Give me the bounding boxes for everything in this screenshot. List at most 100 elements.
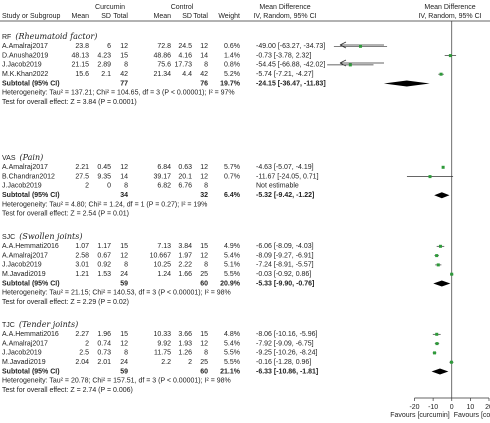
control-cell: 75.6 (157, 62, 171, 69)
control-cell: 12 (200, 43, 208, 50)
curcumin-cell: 15.6 (75, 71, 89, 78)
md-label: -4.63 [-5.07, -4.19] (256, 164, 314, 171)
control-cell: 1.97 (178, 252, 192, 259)
heterogeneity: Heterogeneity: Tau² = 4.80; Chi² = 1.24,… (2, 201, 207, 208)
study-point (435, 254, 439, 258)
overall-effect: Test for overall effect: Z = 2.74 (P = 0… (2, 387, 133, 394)
header-md: Mean Difference (424, 4, 475, 11)
curcumin-cell: 2 (85, 340, 89, 347)
weight: 4.9% (224, 243, 240, 250)
subtotal-diamond (433, 280, 451, 287)
curcumin-cell: 4.23 (97, 52, 111, 59)
control-cell: 25 (200, 271, 208, 278)
arrow-head (339, 59, 347, 67)
control-cell: 10.667 (150, 252, 172, 259)
x-tick-label: 20 (485, 404, 490, 411)
study-point (436, 263, 440, 267)
curcumin-cell: 2.21 (75, 164, 89, 171)
control-cell: 48.86 (153, 52, 171, 59)
control-cell: 10.25 (153, 262, 171, 269)
control-cell: 6.76 (178, 183, 192, 190)
subtotal-total: 59 (120, 368, 128, 375)
control-cell: 12 (200, 164, 208, 171)
x-tick-label: -10 (428, 404, 438, 411)
control-cell: 0.63 (178, 164, 192, 171)
control-cell: 4.16 (178, 52, 192, 59)
control-cell: 3.66 (178, 331, 192, 338)
curcumin-cell: 8 (124, 350, 128, 357)
study-name: J.Jacob2019 (2, 350, 42, 357)
control-cell: 12 (200, 252, 208, 259)
control-cell: 25 (200, 359, 208, 366)
control-cell: 1.93 (178, 340, 192, 347)
curcumin-cell: 0 (107, 183, 111, 190)
study-name: M.Javadi2019 (2, 271, 46, 278)
md-label: -0.73 [-3.78, 2.32] (256, 52, 311, 59)
curcumin-cell: 12 (120, 252, 128, 259)
control-cell: 21.34 (153, 71, 171, 78)
group-label: TJC (2, 322, 15, 329)
curcumin-cell: 8 (124, 262, 128, 269)
control-cell: 4.4 (182, 71, 192, 78)
study-point (348, 63, 352, 67)
control-cell: 15 (200, 243, 208, 250)
overall-effect: Test for overall effect: Z = 2.54 (P = 0… (2, 211, 129, 218)
subtotal-md: -5.32 [-9.42, -1.22] (256, 192, 314, 199)
control-cell: 6.84 (157, 164, 171, 171)
header-weight: Weight (218, 13, 240, 20)
group-note: (Tender joints) (19, 320, 78, 329)
curcumin-cell: 0.67 (97, 252, 111, 259)
control-cell: 14 (200, 52, 208, 59)
favours-right: Favours [control] (454, 412, 490, 419)
study-name: J.Jacob2019 (2, 183, 42, 190)
subtotal-weight: 19.7% (220, 80, 241, 87)
study-name: J.Jacob2019 (2, 262, 42, 269)
control-cell: 20.1 (178, 173, 192, 180)
control-cell: 1.24 (157, 271, 171, 278)
overall-effect: Test for overall effect: Z = 3.84 (P = 0… (2, 99, 137, 106)
subtotal-diamond (383, 80, 430, 87)
subtotal-weight: 20.9% (220, 280, 241, 287)
curcumin-cell: 1.96 (97, 331, 111, 338)
header-study: Study or Subgroup (2, 13, 60, 20)
control-cell: 8 (204, 350, 208, 357)
md-label: -9.25 [-10.26, -8.24] (256, 350, 318, 357)
control-cell: 12 (200, 340, 208, 347)
header-mean: Mean (153, 13, 171, 20)
curcumin-cell: 2.5 (79, 350, 89, 357)
study-point (435, 332, 439, 336)
study-point (439, 72, 443, 76)
curcumin-cell: 24 (120, 271, 128, 278)
curcumin-cell: 0.92 (97, 262, 111, 269)
favours-left: Favours [curcumin] (390, 412, 450, 419)
curcumin-cell: 1.21 (75, 271, 89, 278)
arrows (339, 41, 384, 67)
header-sd: SD (182, 13, 192, 20)
curcumin-cell: 12 (120, 164, 128, 171)
study-name: A.A.Hemmati2016 (2, 243, 59, 250)
curcumin-cell: 2.89 (97, 62, 111, 69)
subtotal-label: Subtotal (95% CI) (2, 368, 60, 375)
md-label: -0.16 [-1.28, 0.96] (256, 359, 311, 366)
curcumin-cell: 6 (107, 43, 111, 50)
md-label: -54.45 [-66.88, -42.02] (256, 62, 325, 69)
curcumin-cell: 8 (124, 183, 128, 190)
subtotal-diamond (431, 368, 449, 375)
subtotal-label: Subtotal (95% CI) (2, 80, 60, 87)
study-point (449, 360, 453, 364)
curcumin-cell: 0.74 (97, 340, 111, 347)
control-cell: 72.8 (157, 43, 171, 50)
md-label: -8.09 [-9.27, -6.91] (256, 252, 314, 259)
weight: 0.8% (224, 62, 240, 69)
x-tick-label: 0 (450, 404, 454, 411)
control-cell: 8 (204, 183, 208, 190)
study-point (428, 175, 432, 179)
weight: 5.1% (224, 262, 240, 269)
curcumin-cell: 2.58 (75, 252, 89, 259)
curcumin-cell: 9.35 (97, 173, 111, 180)
study-point (441, 165, 445, 169)
control-cell: 2 (188, 359, 192, 366)
control-cell: 2.2 (161, 359, 171, 366)
control-cell: 15 (200, 331, 208, 338)
curcumin-cell: 0.45 (97, 164, 111, 171)
